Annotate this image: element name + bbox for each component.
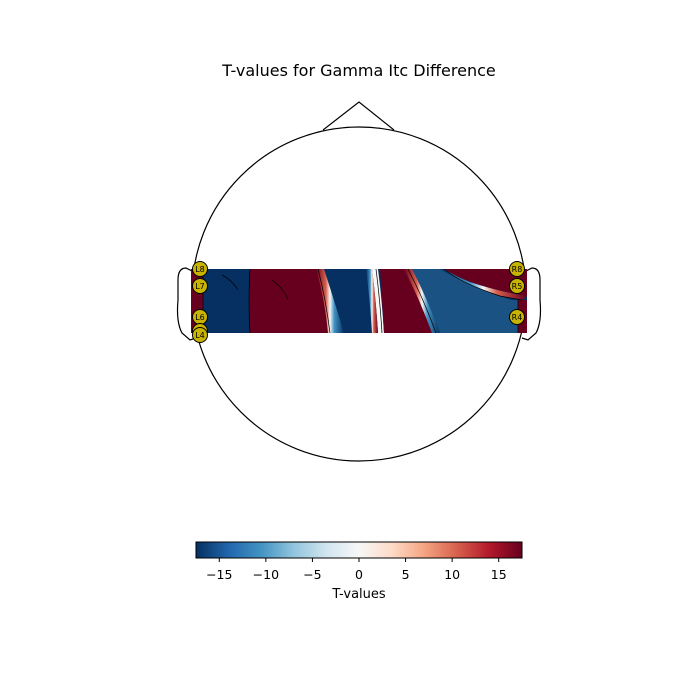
nose: [322, 101, 395, 131]
left-sensors: L8 L7 L6 L5 L4: [192, 261, 208, 343]
right-ear: [521, 267, 542, 341]
colorbar-tick-label: 15: [491, 567, 507, 582]
svg-text:L6: L6: [195, 313, 205, 322]
colorbar-label: T-values: [331, 587, 386, 602]
colorbar-gradient: [195, 541, 523, 559]
sensor-L6: L6: [192, 309, 208, 325]
svg-text:R4: R4: [512, 313, 523, 322]
colorbar-tick-label: 0: [355, 567, 363, 582]
sensor-R8: R8: [509, 261, 525, 277]
colorbar-ticks: −15 −10 −5 0 5 10 15: [206, 558, 507, 582]
sensor-L7: L7: [192, 278, 208, 294]
left-ear: [176, 267, 197, 341]
topo-field: [191, 269, 527, 333]
svg-text:L8: L8: [195, 265, 205, 274]
colorbar-tick-label: 10: [444, 567, 460, 582]
sensor-R5: R5: [509, 278, 525, 294]
colorbar: −15 −10 −5 0 5 10 15 T-values: [195, 541, 523, 602]
svg-text:R8: R8: [512, 265, 523, 274]
colorbar-tick-label: −5: [303, 567, 321, 582]
colorbar-tick-label: 5: [402, 567, 410, 582]
svg-text:R5: R5: [512, 282, 523, 291]
sensor-R4: R4: [509, 309, 525, 325]
sensor-L4: L4: [192, 327, 208, 343]
right-sensors: R8 R5 R4: [509, 261, 525, 325]
sensor-L8: L8: [192, 261, 208, 277]
colorbar-tick-label: −15: [206, 567, 232, 582]
svg-text:L4: L4: [195, 331, 205, 340]
colorbar-tick-label: −10: [253, 567, 279, 582]
chart-title: T-values for Gamma Itc Difference: [221, 61, 495, 80]
svg-text:L7: L7: [195, 282, 205, 291]
